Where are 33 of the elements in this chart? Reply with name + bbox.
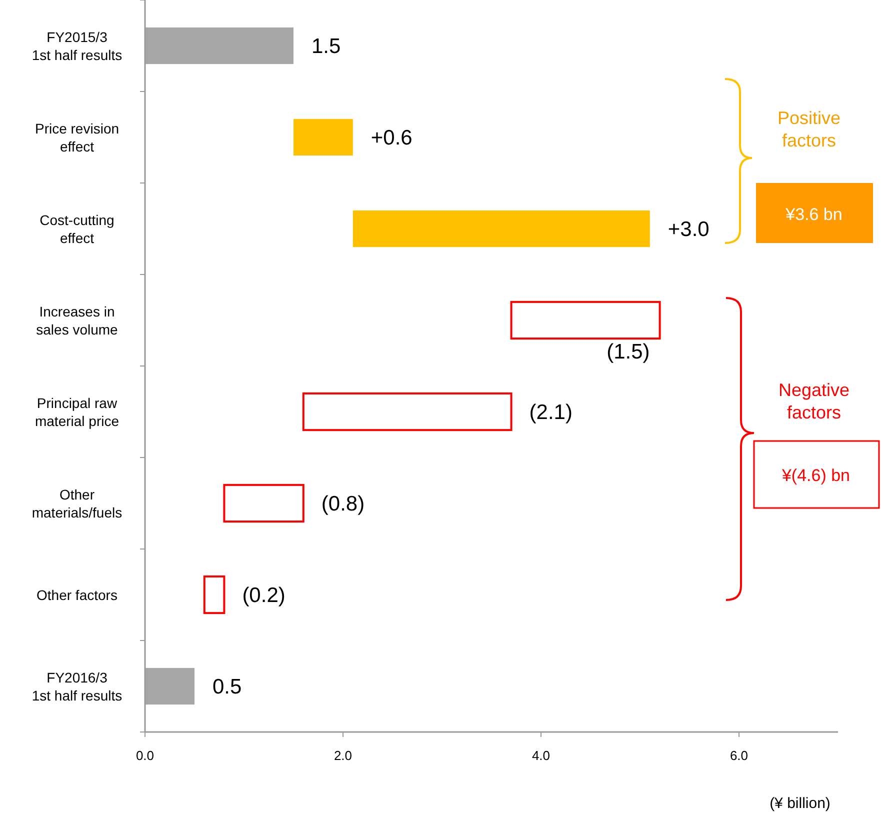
bar <box>145 27 294 64</box>
y-tick-label: Increases in sales volume <box>36 303 118 338</box>
annotation: Positive factors <box>777 108 841 150</box>
x-tick-label: 4.0 <box>532 748 550 763</box>
data-label: (2.1) <box>529 400 572 424</box>
bar <box>352 210 650 248</box>
bar <box>294 118 353 156</box>
data-label: (1.5) <box>606 340 650 364</box>
data-label: (0.2) <box>242 584 286 607</box>
bar <box>223 484 304 523</box>
x-tick-label: 0.0 <box>136 748 154 763</box>
bar <box>510 300 661 340</box>
x-tick-label: 6.0 <box>730 748 748 763</box>
y-tick-label: Cost-cutting effect <box>40 212 114 246</box>
x-axis-title: (¥ billion) <box>770 795 830 812</box>
y-tick-label: FY2015/3 1st half results <box>32 28 122 63</box>
y-tick-label: Other factors <box>36 586 118 603</box>
bar <box>145 668 194 705</box>
y-tick-label: Price revision effect <box>34 120 120 154</box>
x-tick-label: 2.0 <box>334 748 352 763</box>
y-tick-label: Principal raw material price <box>34 394 120 429</box>
bar <box>203 575 226 614</box>
bar <box>302 392 512 432</box>
data-label: +3.0 <box>668 218 710 241</box>
y-tick-label: FY2016/3 1st half results <box>32 669 122 704</box>
y-tick-label: Other materials/fuels <box>32 486 122 520</box>
data-label: 1.5 <box>312 34 341 58</box>
annotation: Negative factors <box>778 380 850 422</box>
data-label: +0.6 <box>370 126 412 150</box>
data-label: (0.8) <box>321 492 365 516</box>
annotation: ¥(4.6) bn <box>780 466 850 485</box>
data-label: 0.5 <box>212 675 242 698</box>
annotation: ¥3.6 bn <box>784 205 842 224</box>
